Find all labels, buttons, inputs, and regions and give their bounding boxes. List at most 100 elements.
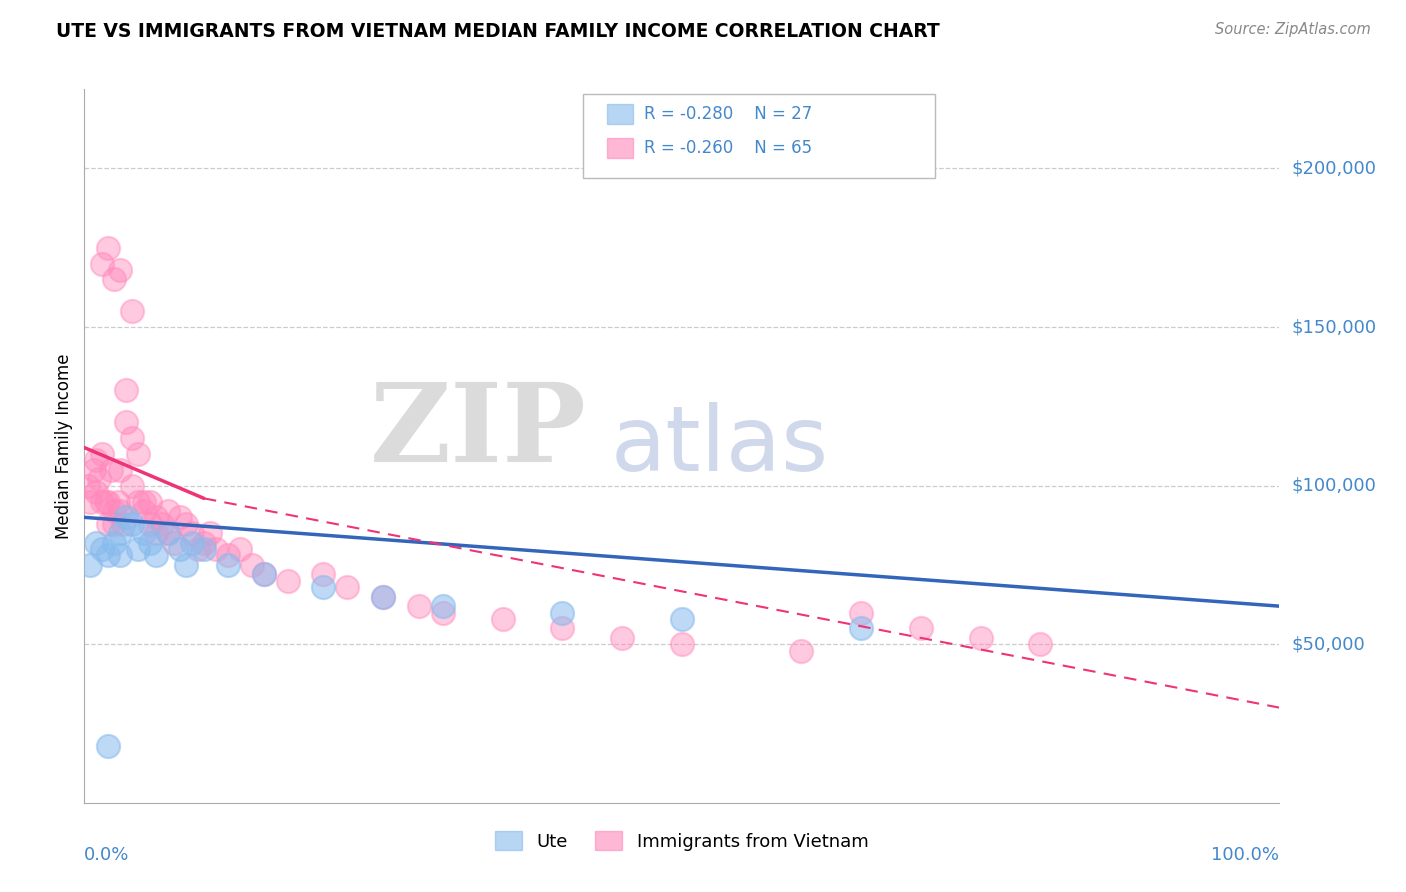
Point bbox=[97, 241, 120, 255]
Point bbox=[145, 549, 167, 563]
Point bbox=[551, 606, 574, 620]
Text: atlas: atlas bbox=[610, 402, 828, 490]
Point bbox=[240, 558, 263, 572]
Point bbox=[103, 504, 125, 518]
Point bbox=[111, 516, 134, 531]
Text: 100.0%: 100.0% bbox=[1212, 846, 1279, 863]
Legend: Ute, Immigrants from Vietnam: Ute, Immigrants from Vietnam bbox=[488, 824, 876, 858]
Point bbox=[312, 567, 335, 582]
Point bbox=[492, 612, 515, 626]
Text: $150,000: $150,000 bbox=[1291, 318, 1376, 336]
Point bbox=[174, 516, 197, 531]
Point bbox=[84, 535, 107, 549]
Point bbox=[87, 472, 110, 486]
Point bbox=[83, 463, 105, 477]
Point bbox=[336, 580, 359, 594]
Point bbox=[121, 478, 143, 492]
Point bbox=[432, 606, 454, 620]
Point bbox=[169, 510, 191, 524]
Point bbox=[97, 494, 120, 508]
Point bbox=[91, 447, 114, 461]
Point bbox=[970, 631, 993, 645]
Text: UTE VS IMMIGRANTS FROM VIETNAM MEDIAN FAMILY INCOME CORRELATION CHART: UTE VS IMMIGRANTS FROM VIETNAM MEDIAN FA… bbox=[56, 22, 941, 41]
Point bbox=[132, 494, 156, 508]
Point bbox=[1029, 637, 1052, 651]
Point bbox=[84, 485, 107, 500]
Point bbox=[193, 535, 215, 549]
Point bbox=[157, 504, 180, 518]
Point bbox=[77, 478, 100, 492]
Point bbox=[132, 504, 156, 518]
Point bbox=[100, 463, 122, 477]
Point bbox=[205, 542, 228, 557]
Text: ZIP: ZIP bbox=[370, 378, 586, 485]
Point bbox=[180, 526, 202, 541]
Point bbox=[198, 526, 221, 541]
Point bbox=[187, 542, 209, 557]
Point bbox=[139, 516, 162, 531]
Point bbox=[163, 535, 186, 549]
Point bbox=[103, 535, 125, 549]
Point bbox=[671, 612, 693, 626]
Point bbox=[103, 272, 125, 286]
Point bbox=[110, 504, 132, 518]
Point bbox=[79, 494, 101, 508]
Point bbox=[121, 431, 143, 445]
Point bbox=[110, 526, 132, 541]
Text: 0.0%: 0.0% bbox=[84, 846, 129, 863]
Point bbox=[180, 535, 202, 549]
Point bbox=[193, 542, 215, 557]
Point bbox=[217, 558, 239, 572]
Point bbox=[84, 453, 107, 467]
Point bbox=[121, 304, 143, 318]
Point bbox=[132, 526, 156, 541]
Point bbox=[253, 567, 276, 582]
Point bbox=[432, 599, 454, 614]
Point bbox=[228, 542, 250, 557]
Point bbox=[217, 549, 239, 563]
Point bbox=[849, 606, 872, 620]
Point bbox=[157, 526, 180, 541]
Point bbox=[157, 526, 180, 541]
Point bbox=[115, 510, 138, 524]
Text: R = -0.260    N = 65: R = -0.260 N = 65 bbox=[644, 139, 813, 157]
Point bbox=[610, 631, 633, 645]
Point bbox=[107, 494, 129, 508]
Point bbox=[127, 542, 149, 557]
Point bbox=[253, 567, 276, 582]
Point bbox=[110, 549, 132, 563]
Point bbox=[312, 580, 335, 594]
Point bbox=[97, 739, 120, 753]
Point bbox=[150, 516, 173, 531]
Text: $200,000: $200,000 bbox=[1291, 160, 1376, 178]
Point bbox=[127, 494, 149, 508]
Point bbox=[121, 516, 143, 531]
Point bbox=[97, 549, 120, 563]
Point bbox=[174, 558, 197, 572]
Text: Source: ZipAtlas.com: Source: ZipAtlas.com bbox=[1215, 22, 1371, 37]
Point bbox=[849, 621, 872, 635]
Point bbox=[790, 643, 813, 657]
Point bbox=[145, 526, 167, 541]
Point bbox=[169, 542, 191, 557]
Y-axis label: Median Family Income: Median Family Income bbox=[55, 353, 73, 539]
Point bbox=[110, 463, 132, 477]
Point bbox=[551, 621, 574, 635]
Point bbox=[671, 637, 693, 651]
Text: R = -0.280    N = 27: R = -0.280 N = 27 bbox=[644, 105, 813, 123]
Point bbox=[115, 384, 138, 398]
Point bbox=[371, 590, 394, 604]
Point bbox=[91, 257, 114, 271]
Point bbox=[103, 516, 125, 531]
Point bbox=[910, 621, 932, 635]
Point bbox=[94, 494, 117, 508]
Point bbox=[127, 447, 149, 461]
Point bbox=[97, 516, 120, 531]
Point bbox=[139, 494, 162, 508]
Point bbox=[79, 558, 101, 572]
Text: $50,000: $50,000 bbox=[1291, 635, 1365, 653]
Point bbox=[276, 574, 298, 588]
Point bbox=[110, 263, 132, 277]
Point bbox=[408, 599, 430, 614]
Point bbox=[91, 494, 114, 508]
